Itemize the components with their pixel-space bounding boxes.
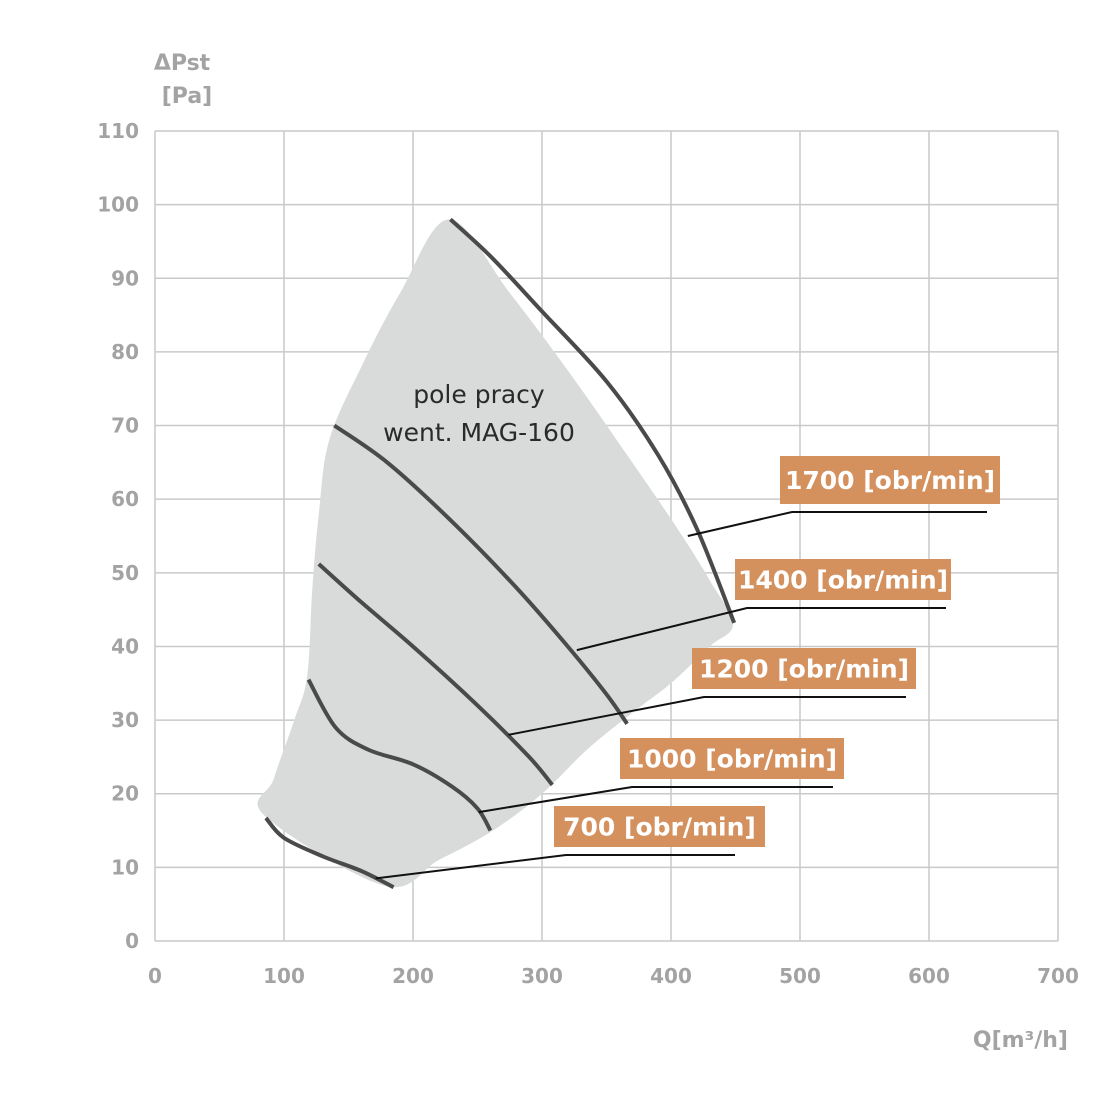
x-tick-label: 600 — [908, 964, 950, 988]
x-tick-label: 400 — [650, 964, 692, 988]
label-leader-line — [375, 854, 735, 880]
speed-curve — [317, 562, 554, 787]
speed-label-badge — [692, 648, 916, 689]
speed-labels: 700 [obr/min] 1000 [obr/min] 1200 [obr/min… — [554, 456, 1000, 847]
label-leaders — [375, 511, 987, 880]
speed-label-text: 1700 [obr/min] — [785, 466, 995, 495]
speed-label-text: 1400 [obr/min] — [738, 566, 948, 595]
y-axis-label-symbol: ΔPst — [154, 51, 211, 76]
y-tick-label: 0 — [125, 929, 139, 953]
operating-field-area — [257, 219, 733, 888]
speed-curves — [264, 217, 737, 889]
y-tick-label: 60 — [111, 487, 139, 511]
y-tick-label: 20 — [111, 782, 139, 806]
y-tick-label: 100 — [97, 193, 139, 217]
y-tick-label: 10 — [111, 855, 139, 879]
field-label-line2: went. MAG-160 — [383, 418, 575, 447]
y-axis-label-unit: [Pa] — [162, 84, 213, 109]
y-tick-label: 30 — [111, 708, 139, 732]
speed-label-text: 1200 [obr/min] — [699, 655, 909, 684]
field-label-line1: pole pracy — [413, 380, 545, 409]
speed-label-text: 700 [obr/min] — [563, 813, 756, 842]
y-tick-label: 40 — [111, 634, 139, 658]
speed-label-badge — [735, 559, 951, 600]
x-tick-label: 200 — [392, 964, 434, 988]
y-tick-label: 70 — [111, 414, 139, 438]
x-tick-label: 500 — [779, 964, 821, 988]
operating-field — [257, 219, 733, 888]
y-tick-label: 50 — [111, 561, 139, 585]
speed-label-badge — [620, 738, 844, 779]
x-axis-label: Q[m³/h] — [973, 1028, 1068, 1053]
x-tick-label: 0 — [148, 964, 162, 988]
y-tick-label: 110 — [97, 119, 139, 143]
speed-label-badge — [554, 806, 765, 847]
x-tick-label: 300 — [521, 964, 563, 988]
speed-label-text: 1000 [obr/min] — [627, 745, 837, 774]
speed-curve — [264, 816, 395, 889]
label-leader-line — [687, 511, 987, 537]
x-tick-label: 100 — [263, 964, 305, 988]
speed-curve — [306, 678, 493, 832]
axis-ticks: 0 100 200 300 400 500 600 700 0 10 20 30 40 50 60 70 80 9… — [97, 119, 1079, 988]
speed-label-badge — [780, 456, 1000, 504]
label-leader-line — [478, 786, 833, 814]
y-tick-label: 90 — [111, 266, 139, 290]
speed-curve — [449, 217, 737, 624]
label-leader-line — [508, 696, 906, 736]
label-leader-line — [576, 607, 946, 652]
x-tick-label: 700 — [1037, 964, 1079, 988]
speed-curve — [333, 423, 629, 725]
y-tick-label: 80 — [111, 340, 139, 364]
